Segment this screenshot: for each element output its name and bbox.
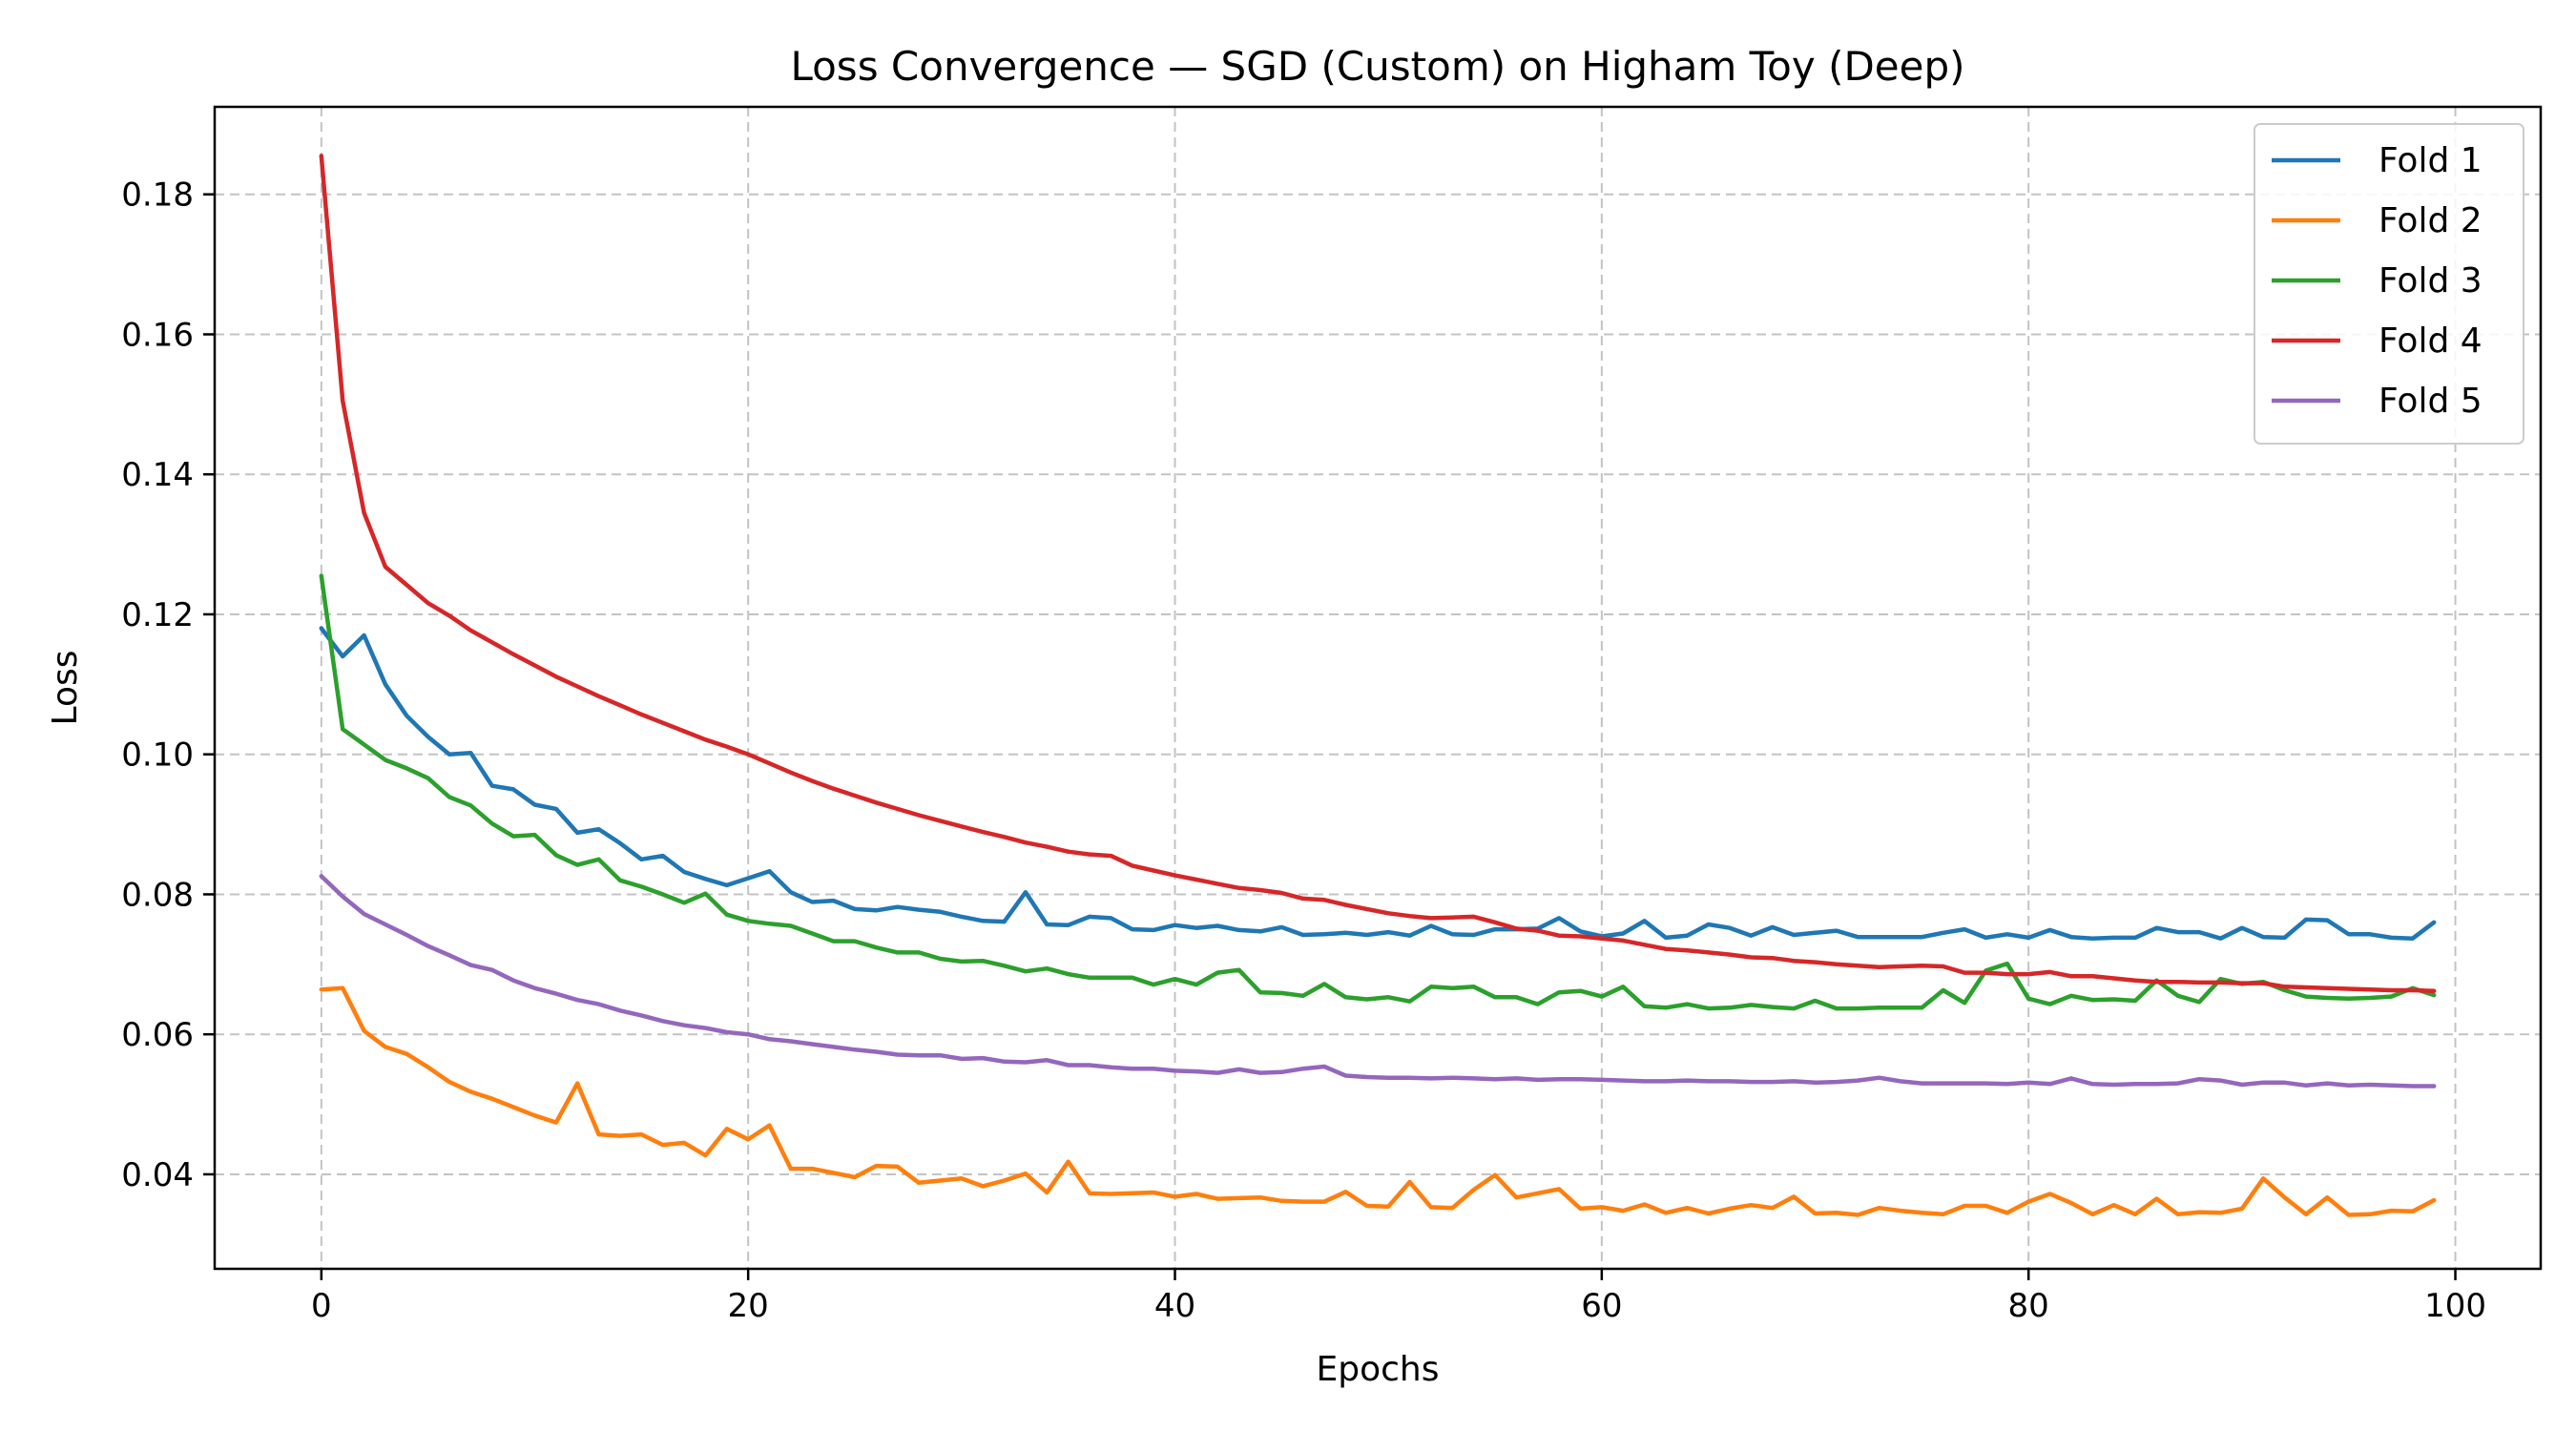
legend-label: Fold 1: [2379, 141, 2483, 180]
plot-frame: [213, 105, 2543, 1271]
legend: Fold 1 Fold 2 Fold 3 Fold 4 Fold 5: [2254, 123, 2524, 445]
y-tick-label: 0.16: [121, 316, 194, 354]
x-tick-label: 100: [2424, 1287, 2486, 1325]
legend-label: Fold 4: [2379, 321, 2483, 361]
series-line-fold-2: [319, 985, 2437, 1217]
x-axis-ticks: 0 20 40 60 80 100: [311, 1269, 2486, 1325]
y-tick-label: 0.04: [121, 1156, 194, 1194]
x-tick-label: 40: [1154, 1287, 1195, 1325]
series-line-fold-1: [319, 626, 2437, 941]
grid-lines: [215, 107, 2541, 1269]
chart-title: Loss Convergence — SGD (Custom) on Higha…: [790, 43, 1964, 90]
y-tick-label: 0.08: [121, 876, 194, 914]
y-tick-label: 0.18: [121, 176, 194, 215]
legend-box: [2254, 123, 2524, 445]
y-tick-label: 0.12: [121, 596, 194, 634]
y-tick-label: 0.10: [121, 736, 194, 775]
legend-label: Fold 2: [2379, 201, 2483, 240]
x-tick-label: 0: [311, 1287, 332, 1325]
x-tick-label: 60: [1581, 1287, 1622, 1325]
x-tick-label: 80: [2008, 1287, 2049, 1325]
series-line-fold-4: [319, 154, 2437, 993]
y-tick-label: 0.06: [121, 1016, 194, 1054]
series-lines: [319, 154, 2437, 1217]
x-tick-label: 20: [728, 1287, 769, 1325]
series-line-fold-5: [319, 874, 2437, 1089]
legend-label: Fold 5: [2379, 382, 2483, 421]
y-tick-label: 0.14: [121, 456, 194, 494]
x-axis-label: Epochs: [1317, 1350, 1440, 1389]
series-line-fold-3: [319, 573, 2437, 1011]
legend-label: Fold 3: [2379, 261, 2483, 301]
y-axis-ticks: 0.04 0.06 0.08 0.10 0.12 0.14 0.16 0.18: [121, 176, 215, 1194]
y-axis-label: Loss: [46, 651, 85, 726]
